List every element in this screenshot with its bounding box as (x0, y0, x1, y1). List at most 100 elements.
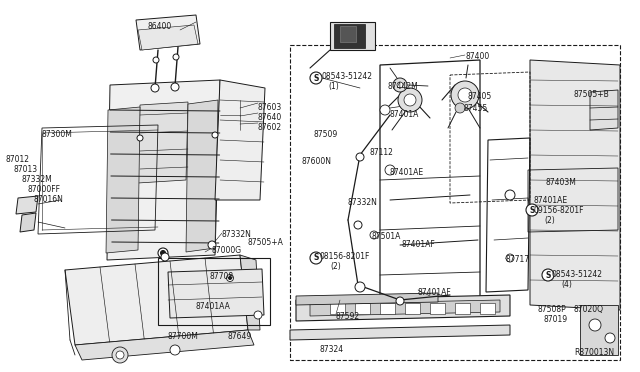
Polygon shape (330, 22, 375, 50)
Polygon shape (240, 255, 260, 330)
Circle shape (404, 94, 416, 106)
Text: 87700M: 87700M (168, 332, 199, 341)
Circle shape (212, 132, 218, 138)
Polygon shape (530, 60, 620, 310)
Text: 87019: 87019 (544, 315, 568, 324)
Text: (2): (2) (330, 262, 340, 271)
Text: 87332N: 87332N (348, 198, 378, 207)
Text: 08156-8201F: 08156-8201F (320, 252, 371, 261)
Text: 87016N: 87016N (34, 195, 64, 204)
Circle shape (310, 72, 322, 84)
Circle shape (153, 57, 159, 63)
Polygon shape (136, 15, 200, 50)
Text: 87401AF: 87401AF (402, 240, 436, 249)
Polygon shape (430, 303, 445, 314)
Text: 87401AE: 87401AE (533, 196, 567, 205)
Text: 87505+A: 87505+A (248, 238, 284, 247)
Text: 87300M: 87300M (42, 130, 73, 139)
Circle shape (116, 351, 124, 359)
Circle shape (505, 190, 515, 200)
Circle shape (227, 275, 234, 282)
Circle shape (208, 241, 216, 249)
Text: 87012: 87012 (5, 155, 29, 164)
Circle shape (605, 333, 615, 343)
Text: 87400: 87400 (465, 52, 489, 61)
Polygon shape (290, 325, 510, 340)
Text: 87455: 87455 (464, 104, 488, 113)
Polygon shape (138, 102, 188, 183)
Circle shape (458, 88, 472, 102)
Text: 87332M: 87332M (22, 175, 52, 184)
Polygon shape (380, 303, 395, 314)
Text: 87442M: 87442M (388, 82, 419, 91)
Circle shape (354, 221, 362, 229)
Text: 87324: 87324 (320, 345, 344, 354)
Circle shape (228, 276, 232, 279)
Polygon shape (296, 293, 438, 305)
Circle shape (370, 231, 378, 239)
Circle shape (380, 105, 390, 115)
Circle shape (385, 165, 395, 175)
Text: 87000G: 87000G (212, 246, 242, 255)
Text: 87640: 87640 (258, 113, 282, 122)
Circle shape (526, 204, 538, 216)
Circle shape (310, 252, 322, 264)
Text: 09156-8201F: 09156-8201F (534, 206, 584, 215)
Circle shape (171, 83, 179, 91)
Polygon shape (480, 303, 495, 314)
Text: S: S (545, 270, 550, 279)
Text: 87112: 87112 (370, 148, 394, 157)
Text: 87013: 87013 (13, 165, 37, 174)
Polygon shape (75, 330, 254, 360)
Polygon shape (405, 303, 420, 314)
Polygon shape (168, 269, 264, 318)
Polygon shape (20, 213, 36, 232)
Text: 87501A: 87501A (372, 232, 401, 241)
Circle shape (161, 253, 169, 261)
Circle shape (542, 269, 554, 281)
Text: 87401AE: 87401AE (390, 168, 424, 177)
Circle shape (137, 135, 143, 141)
Text: S: S (314, 74, 319, 83)
Text: 87401A: 87401A (390, 110, 419, 119)
Polygon shape (138, 25, 198, 50)
Polygon shape (455, 303, 470, 314)
Polygon shape (106, 107, 140, 253)
Polygon shape (107, 80, 220, 260)
Text: 87603: 87603 (258, 103, 282, 112)
Text: 87405: 87405 (468, 92, 492, 101)
Polygon shape (340, 26, 356, 42)
Text: 87403M: 87403M (546, 178, 577, 187)
Circle shape (397, 82, 403, 88)
Circle shape (451, 81, 479, 109)
Polygon shape (16, 196, 38, 214)
Circle shape (173, 54, 179, 60)
Text: 87401AF: 87401AF (418, 288, 452, 297)
Text: 87332N: 87332N (222, 230, 252, 239)
Circle shape (455, 103, 465, 113)
Polygon shape (296, 295, 510, 321)
Text: 87508P: 87508P (538, 305, 567, 314)
Polygon shape (310, 300, 500, 316)
Text: 87708: 87708 (210, 272, 234, 281)
Text: (1): (1) (328, 82, 339, 91)
Text: 87509: 87509 (314, 130, 339, 139)
Text: (2): (2) (544, 216, 555, 225)
Text: 87717: 87717 (505, 255, 529, 264)
Text: 08543-51242: 08543-51242 (322, 72, 373, 81)
Text: 86400: 86400 (148, 22, 172, 31)
Circle shape (170, 345, 180, 355)
Text: 87505+B: 87505+B (574, 90, 610, 99)
Polygon shape (65, 255, 248, 345)
Polygon shape (215, 80, 265, 200)
Circle shape (151, 84, 159, 92)
Polygon shape (355, 303, 370, 314)
Text: (4): (4) (561, 280, 572, 289)
Text: R870013N: R870013N (574, 348, 614, 357)
Text: 87020Q: 87020Q (573, 305, 603, 314)
Text: 87401AA: 87401AA (196, 302, 231, 311)
Circle shape (506, 254, 514, 262)
Circle shape (393, 78, 407, 92)
Circle shape (589, 319, 601, 331)
Polygon shape (590, 90, 618, 130)
